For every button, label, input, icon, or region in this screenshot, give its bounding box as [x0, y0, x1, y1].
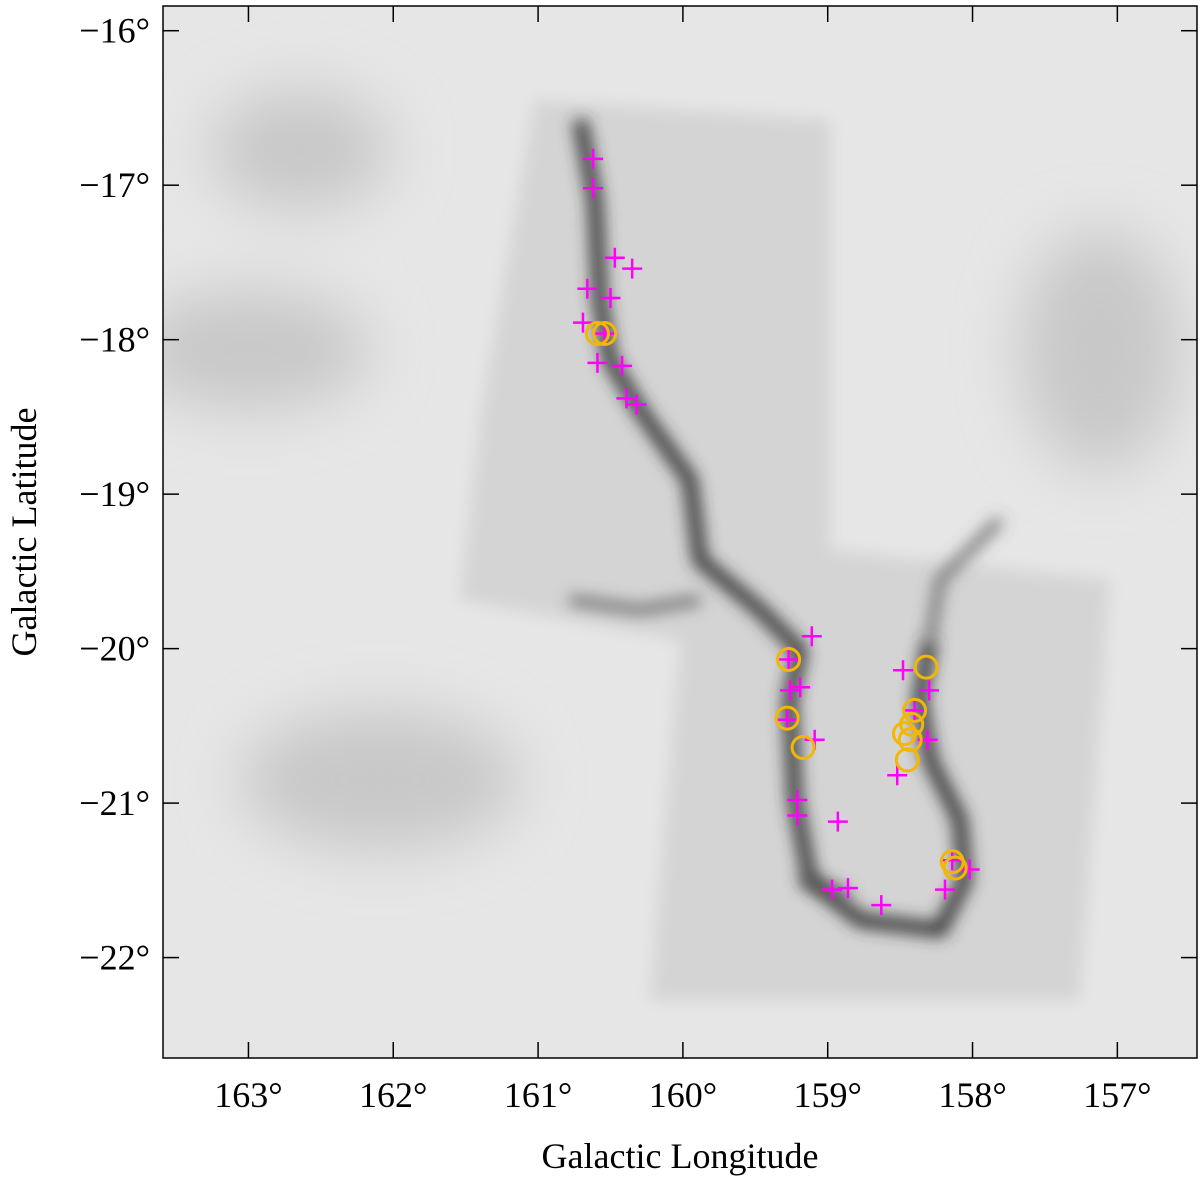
source-cross	[780, 680, 801, 701]
y-tick-label: −19°	[79, 474, 150, 514]
x-tick-label: 157°	[1083, 1075, 1151, 1115]
y-tick-label: −18°	[79, 320, 150, 360]
source-cross	[777, 709, 798, 730]
source-cross	[919, 680, 940, 701]
source-cross	[904, 700, 925, 721]
x-tick-label: 162°	[359, 1075, 427, 1115]
x-tick-label: 161°	[504, 1075, 572, 1115]
source-cross	[622, 258, 643, 279]
source-cross	[778, 649, 799, 670]
source-circle	[790, 734, 816, 760]
x-axis-label: Galactic Longitude	[542, 1136, 819, 1176]
source-circle	[942, 855, 968, 881]
x-tick-label: 160°	[649, 1075, 717, 1115]
background-image	[163, 6, 1197, 1058]
source-cross	[871, 895, 892, 916]
source-cross	[790, 677, 811, 698]
source-cross	[887, 765, 908, 786]
y-tick-label: −22°	[79, 938, 150, 978]
source-cross	[935, 879, 956, 900]
source-cross	[583, 178, 604, 199]
source-circle	[913, 654, 939, 680]
source-cross	[837, 878, 858, 899]
plot-frame	[162, 5, 1198, 1059]
y-tick-label: −17°	[79, 165, 150, 205]
x-tick-label: 159°	[794, 1075, 862, 1115]
y-tick-label: −21°	[79, 783, 150, 823]
source-circle	[891, 721, 917, 747]
source-cross	[626, 394, 647, 415]
x-tick-label: 158°	[938, 1075, 1006, 1115]
source-circle	[774, 705, 800, 731]
source-cross	[572, 312, 593, 333]
source-cross	[577, 278, 598, 299]
source-cross	[822, 879, 843, 900]
source-circle	[592, 320, 618, 346]
source-cross	[959, 859, 980, 880]
source-cross	[801, 626, 822, 647]
source-cross	[604, 247, 625, 268]
source-circle	[776, 646, 802, 672]
source-circle	[902, 697, 928, 723]
source-cross	[787, 805, 808, 826]
source-cross	[827, 811, 848, 832]
source-cross	[587, 352, 608, 373]
y-tick-label: −20°	[79, 629, 150, 669]
source-cross	[600, 287, 621, 308]
y-tick-label: −16°	[79, 11, 150, 51]
x-tick-label: 163°	[214, 1075, 282, 1115]
source-cross	[612, 355, 633, 376]
source-circle	[584, 320, 610, 346]
source-cross	[583, 148, 604, 169]
source-circle	[894, 747, 920, 773]
source-cross	[893, 660, 914, 681]
y-axis-label: Galactic Latitude	[4, 408, 44, 657]
source-cross	[616, 388, 637, 409]
